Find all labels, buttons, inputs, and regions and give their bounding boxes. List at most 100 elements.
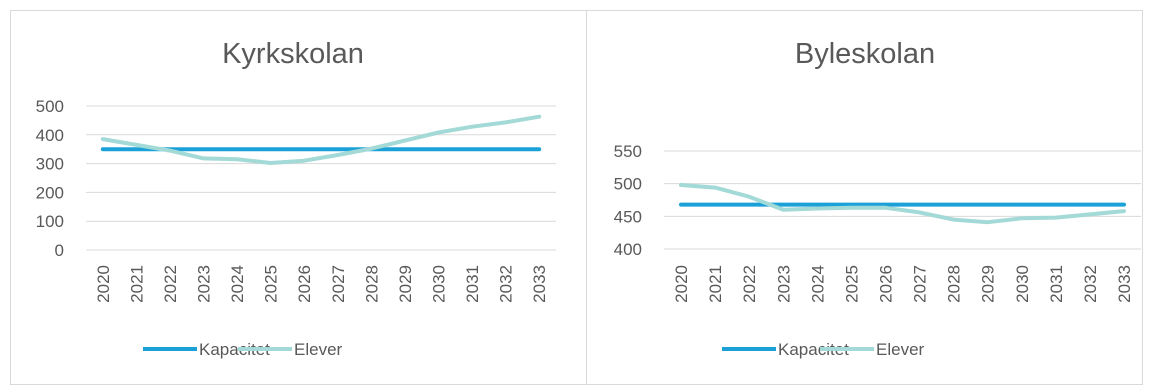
x-tick-label: 2031 [1047, 265, 1066, 303]
legend-label-kapacitet: Kapacitet [778, 340, 849, 359]
chart-title: Kyrkskolan [222, 38, 364, 70]
data-point-elever [816, 207, 819, 210]
data-point-elever [850, 207, 853, 209]
data-point-elever [1055, 216, 1057, 219]
x-tick-label: 2020 [672, 265, 691, 303]
data-point-elever [952, 218, 955, 221]
data-point-kapacitet [1123, 203, 1125, 206]
data-point-kapacitet [952, 203, 955, 206]
data-point-elever [404, 139, 406, 142]
data-point-kapacitet [303, 148, 306, 150]
y-tick-label: 400 [614, 240, 642, 259]
data-point-kapacitet [404, 148, 406, 150]
y-tick-label: 500 [614, 175, 642, 194]
x-tick-label: 2028 [945, 265, 964, 303]
data-point-elever [336, 154, 339, 156]
data-point-elever [1123, 210, 1125, 212]
chart-title: Byleskolan [795, 38, 935, 70]
data-point-elever [748, 195, 750, 198]
data-point-kapacitet [538, 148, 541, 150]
x-tick-label: 2029 [979, 265, 998, 303]
x-tick-label: 2024 [228, 265, 247, 303]
y-tick-label: 100 [36, 212, 64, 231]
x-tick-label: 2030 [1013, 265, 1032, 303]
legend-label-kapacitet: Kapacitet [199, 340, 270, 359]
y-tick-label: 550 [614, 142, 642, 161]
data-point-kapacitet [202, 148, 205, 150]
data-point-elever [986, 221, 989, 224]
data-point-elever [918, 211, 921, 214]
x-tick-label: 2024 [808, 265, 827, 303]
x-tick-label: 2022 [740, 265, 759, 303]
data-point-kapacitet [714, 203, 716, 206]
y-tick-label: 500 [36, 97, 64, 116]
data-point-kapacitet [1020, 203, 1023, 206]
x-tick-label: 2025 [842, 265, 861, 303]
data-point-elever [471, 125, 473, 128]
x-tick-label: 2027 [329, 265, 348, 303]
data-point-elever [135, 144, 138, 146]
data-point-kapacitet [269, 148, 272, 150]
chart-panel-1: Kyrkskolan 0 100 200 300 400 500 2020 2021 2022 20… [36, 38, 556, 359]
x-tick-label: 2027 [911, 265, 930, 303]
data-point-elever [269, 162, 272, 164]
data-point-elever [714, 186, 716, 189]
x-tick-label: 2029 [396, 265, 415, 303]
data-point-kapacitet [816, 203, 819, 206]
data-point-kapacitet [437, 148, 440, 150]
data-point-kapacitet [135, 148, 138, 150]
legend-label-elever: Elever [294, 340, 343, 359]
data-point-elever [884, 207, 887, 209]
x-tick-label: 2026 [876, 265, 895, 303]
x-tick-label: 2026 [295, 265, 314, 303]
x-tick-label: 2023 [195, 265, 214, 303]
data-point-elever [101, 138, 104, 140]
data-point-kapacitet [986, 203, 989, 206]
x-tick-label: 2021 [127, 265, 146, 303]
x-tick-label: 2023 [774, 265, 793, 303]
data-point-elever [1020, 217, 1023, 220]
x-tick-label: 2020 [94, 265, 113, 303]
chart-panel-2: Byleskolan 400 450 500 550 2020 2021 2022 2023 20… [614, 38, 1141, 359]
data-point-kapacitet [748, 203, 750, 206]
data-point-elever [538, 115, 541, 118]
data-point-elever [782, 209, 785, 211]
x-tick-label: 2033 [530, 265, 549, 303]
series-line-elever [100, 114, 542, 165]
data-point-elever [303, 159, 306, 162]
data-point-kapacitet [101, 148, 104, 150]
data-point-elever [680, 184, 682, 186]
data-point-kapacitet [236, 148, 238, 150]
data-point-elever [370, 147, 373, 150]
x-tick-label: 2031 [463, 265, 482, 303]
data-point-kapacitet [1055, 203, 1057, 206]
y-tick-label: 0 [55, 241, 64, 260]
data-point-kapacitet [471, 148, 473, 150]
data-point-elever [1089, 213, 1091, 216]
data-point-kapacitet [504, 148, 507, 150]
data-point-kapacitet [918, 203, 921, 206]
data-point-kapacitet [336, 148, 339, 150]
y-tick-label: 300 [36, 155, 64, 174]
x-tick-label: 2032 [1081, 265, 1100, 303]
x-tick-label: 2028 [362, 265, 381, 303]
x-tick-label: 2021 [706, 265, 725, 303]
data-point-kapacitet [782, 203, 785, 206]
chart-area-border [10, 10, 1143, 385]
data-point-elever [202, 157, 205, 160]
y-tick-label: 200 [36, 183, 64, 202]
data-point-elever [437, 131, 440, 134]
data-point-kapacitet [884, 203, 887, 206]
x-tick-label: 2022 [161, 265, 180, 303]
series-line-elever [679, 183, 1126, 225]
x-tick-label: 2025 [262, 265, 281, 303]
data-point-kapacitet [680, 203, 682, 206]
y-tick-label: 450 [614, 207, 642, 226]
x-tick-label: 2033 [1115, 265, 1134, 303]
data-point-kapacitet [1089, 203, 1091, 206]
data-point-kapacitet [850, 203, 853, 206]
x-tick-label: 2030 [430, 265, 449, 303]
data-point-elever [504, 121, 507, 124]
data-point-elever [236, 158, 238, 161]
